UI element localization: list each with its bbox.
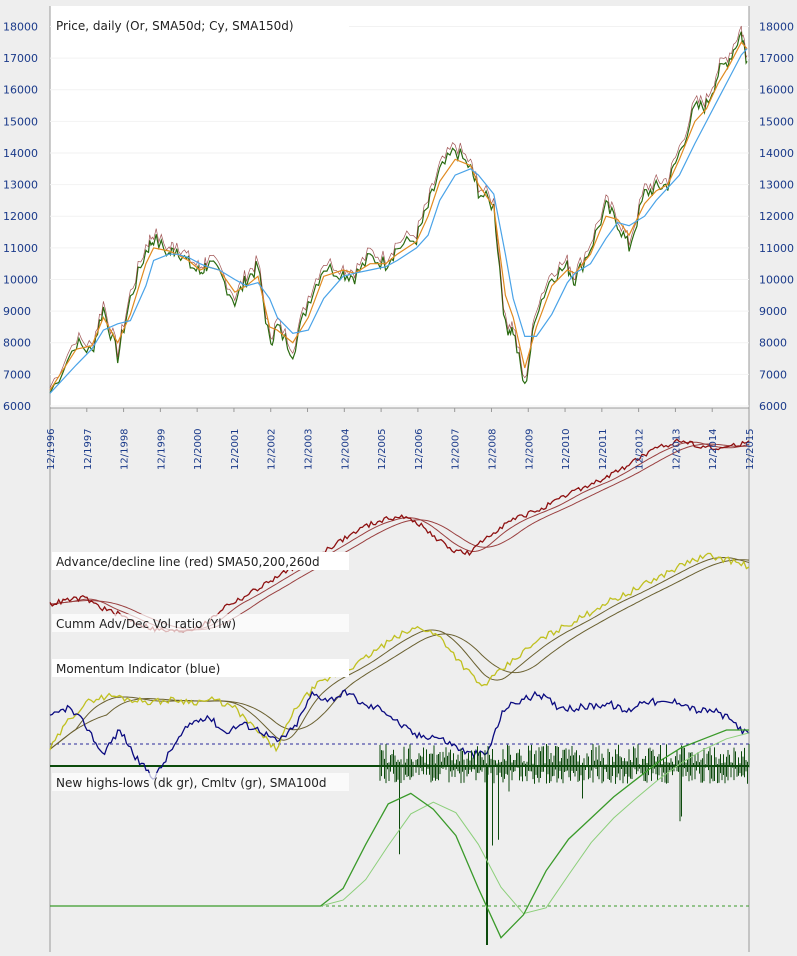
price-y-tick-left: 8000 [3, 337, 31, 350]
price-y-tick-right: 7000 [759, 368, 787, 381]
adline-panel-title: Advance/decline line (red) SMA50,200,260… [56, 555, 320, 569]
x-tick-label: 12/2004 [340, 428, 351, 470]
price-y-tick-left: 15000 [3, 115, 38, 128]
price-y-tick-left: 18000 [3, 20, 38, 33]
hilo-title-box [52, 773, 349, 791]
price-y-tick-right: 17000 [759, 52, 794, 65]
x-tick-label: 12/2013 [671, 428, 682, 470]
x-tick-label: 12/2008 [487, 428, 498, 470]
x-tick-label: 12/2001 [230, 428, 241, 470]
price-y-tick-left: 7000 [3, 368, 31, 381]
price-y-tick-right: 16000 [759, 84, 794, 97]
x-tick-label: 12/2003 [304, 428, 315, 470]
x-tick-label: 12/2000 [193, 428, 204, 470]
price-y-tick-left: 16000 [3, 84, 38, 97]
x-tick-label: 12/2015 [745, 428, 756, 470]
x-tick-label: 12/2009 [524, 428, 535, 470]
price-y-tick-left: 17000 [3, 52, 38, 65]
x-tick-label: 12/1997 [83, 428, 94, 470]
price-y-tick-right: 8000 [759, 337, 787, 350]
price-y-tick-right: 11000 [759, 242, 794, 255]
momentum-line [49, 689, 750, 780]
x-tick-label: 12/2012 [635, 428, 646, 470]
price-panel-title: Price, daily (Or, SMA50d; Cy, SMA150d) [56, 19, 294, 33]
price-y-tick-right: 15000 [759, 115, 794, 128]
x-tick-label: 12/1999 [156, 428, 167, 470]
price-y-tick-left: 6000 [3, 400, 31, 413]
x-tick-label: 12/2007 [451, 428, 462, 470]
sma150-line [49, 48, 748, 394]
voratio-line [49, 552, 750, 753]
x-tick-label: 12/2011 [598, 428, 609, 470]
price-y-tick-right: 6000 [759, 400, 787, 413]
x-tick-label: 12/2014 [708, 428, 719, 470]
x-tick-label: 12/1998 [120, 428, 131, 470]
price-y-tick-left: 14000 [3, 147, 38, 160]
voratio-sma-long [49, 559, 750, 750]
cumulative-line [50, 729, 749, 939]
price-title-box [52, 16, 349, 34]
price-series-line [49, 31, 748, 394]
price-y-tick-left: 12000 [3, 210, 38, 223]
momentum-title-box [52, 659, 349, 677]
x-tick-label: 12/2002 [267, 428, 278, 470]
price-y-tick-right: 14000 [759, 147, 794, 160]
price-y-tick-left: 9000 [3, 305, 31, 318]
price-y-tick-right: 10000 [759, 273, 794, 286]
price-plot-area [50, 6, 749, 408]
price-y-tick-right: 13000 [759, 179, 794, 192]
x-tick-label: 12/2006 [414, 428, 425, 470]
x-tick-label: 12/1996 [46, 428, 57, 470]
voratio-panel-title: Cumm Adv/Dec Vol ratio (Ylw) [56, 617, 236, 631]
price-down-candles-line [49, 25, 748, 388]
voratio-title-box [52, 614, 349, 632]
price-y-tick-left: 13000 [3, 179, 38, 192]
price-y-tick-left: 11000 [3, 242, 38, 255]
hilo-panel-title: New highs-lows (dk gr), Cmltv (gr), SMA1… [56, 776, 326, 790]
momentum-panel-title: Momentum Indicator (blue) [56, 662, 220, 676]
adline-title-box [52, 552, 349, 570]
price-y-tick-right: 18000 [759, 20, 794, 33]
price-y-tick-right: 9000 [759, 305, 787, 318]
price-y-tick-left: 10000 [3, 273, 38, 286]
price-y-tick-right: 12000 [759, 210, 794, 223]
x-tick-label: 12/2005 [377, 428, 388, 470]
x-tick-label: 12/2010 [561, 428, 572, 470]
